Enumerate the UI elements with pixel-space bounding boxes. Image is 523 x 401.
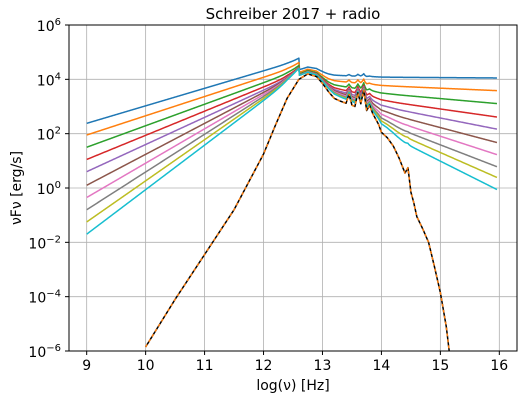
x-axis-label: log(ν) [Hz] <box>256 378 329 394</box>
x-tick-label: 13 <box>314 358 332 374</box>
series-line-5 <box>86 67 498 173</box>
series-line-10 <box>86 67 498 235</box>
y-axis-label: νFν [erg/s] <box>9 151 25 225</box>
y-tick-label: 100 <box>37 180 61 198</box>
x-tick-label: 12 <box>255 358 273 374</box>
x-tick-label: 11 <box>196 358 214 374</box>
y-tick-label: 106 <box>37 17 61 35</box>
dust-only-dashed-line <box>144 73 450 351</box>
y-tick-label: 102 <box>37 126 61 144</box>
x-axis: 9 10 11 12 13 14 15 16 <box>82 351 508 374</box>
series-line-3 <box>86 64 498 148</box>
series-line-6 <box>86 67 498 186</box>
y-tick-label: 10−6 <box>28 343 61 361</box>
series-line-4 <box>86 66 498 161</box>
x-tick-label: 10 <box>137 358 155 374</box>
chart-title: Schreiber 2017 + radio <box>206 5 381 23</box>
grid <box>69 24 517 352</box>
x-tick-label: 14 <box>373 358 391 374</box>
x-tick-label: 16 <box>490 358 508 374</box>
y-tick-label: 10−2 <box>28 234 61 252</box>
y-tick-label: 104 <box>37 71 61 89</box>
y-axis: 10−6 10−4 10−2 100 102 104 106 <box>28 17 69 361</box>
series-line-1 <box>86 57 498 125</box>
x-tick-label: 9 <box>82 358 91 374</box>
series-layer <box>86 57 498 351</box>
x-tick-label: 15 <box>431 358 449 374</box>
y-tick-label: 10−4 <box>28 289 61 307</box>
dust-only-line <box>144 73 450 351</box>
series-line-2 <box>86 61 498 136</box>
